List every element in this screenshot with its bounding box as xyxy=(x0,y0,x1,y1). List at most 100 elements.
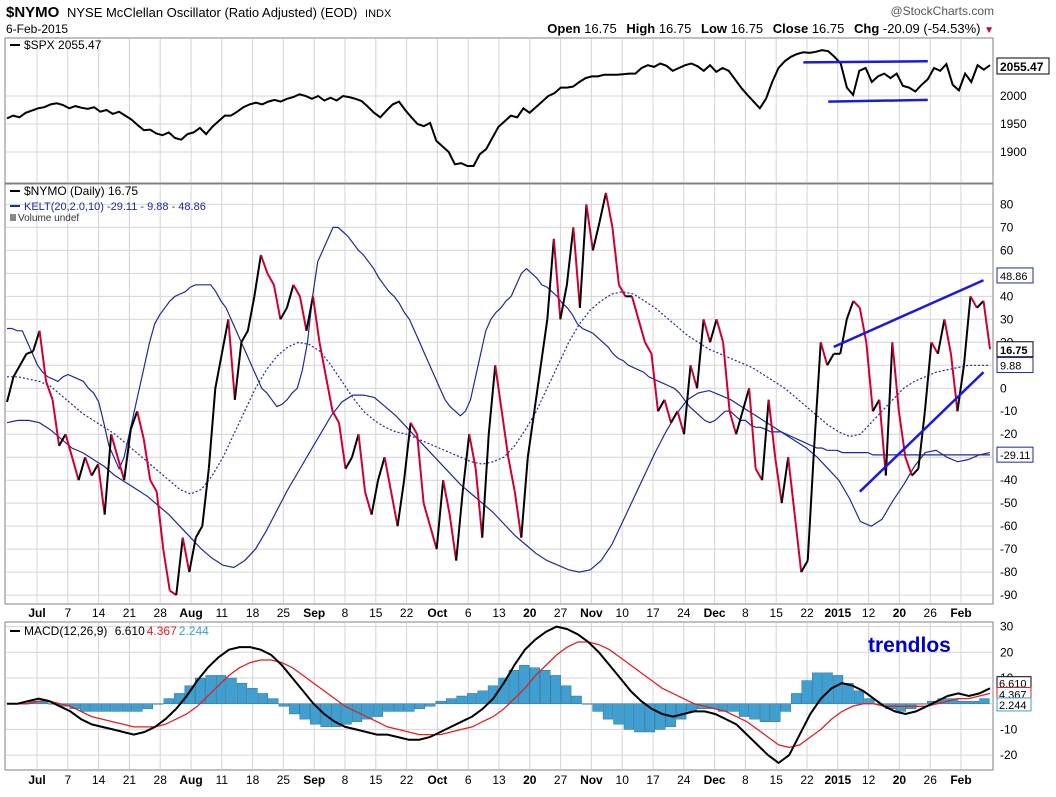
nymo-x-tick-label: 28 xyxy=(154,606,168,620)
spx-panel: 1900 1950 2000 $SPX 2055.47 2055.47 xyxy=(4,37,1050,184)
nymo-segment xyxy=(696,319,705,389)
macd-legend: MACD(12,26,9) 6.610 4.367 2.244 xyxy=(10,624,209,638)
macd-x-tick-label: 8 xyxy=(342,773,349,787)
macd-histogram-bar xyxy=(435,700,446,704)
nymo-tick-label: -70 xyxy=(1000,542,1018,556)
nymo-segment xyxy=(305,296,314,331)
nymo-segment xyxy=(292,284,301,297)
nymo-segment xyxy=(969,295,978,309)
macd-x-tick-label: Aug xyxy=(179,773,202,787)
macd-histogram-bar xyxy=(226,677,237,704)
nymo-x-tick-label: 25 xyxy=(277,606,291,620)
macd-histogram-bar xyxy=(404,703,415,712)
nymo-segment xyxy=(839,319,848,354)
macd-histogram-bar xyxy=(446,698,457,704)
nymo-segment xyxy=(64,433,74,458)
macd-histogram-bar xyxy=(634,703,645,733)
nymo-segment xyxy=(84,456,93,476)
nymo-tick-label: -50 xyxy=(1000,496,1018,510)
nymo-segment xyxy=(19,353,28,366)
nymo-x-tick-label: 6 xyxy=(465,606,472,620)
macd-histogram-bar xyxy=(968,700,980,704)
nymo-x-tick-label: 15 xyxy=(369,606,383,620)
nymo-segment xyxy=(865,342,874,412)
nymo-segment xyxy=(253,254,262,297)
macd-legend-label: MACD(12,26,9) xyxy=(24,624,107,638)
nymo-value-box xyxy=(996,341,1034,358)
nymo-segment xyxy=(507,457,516,492)
nymo-segment xyxy=(110,433,119,458)
nymo-x-tick-label: 17 xyxy=(646,606,660,620)
macd-histogram xyxy=(6,664,990,733)
nymo-segment xyxy=(565,227,575,285)
macd-histogram-bar xyxy=(561,685,572,704)
nymo-segment xyxy=(644,341,653,355)
chart-description: NYSE McClellan Oscillator (Ratio Adjuste… xyxy=(66,5,358,20)
keltner-upper-line xyxy=(7,226,990,471)
macd-histogram-bar xyxy=(341,703,352,725)
nymo-segment xyxy=(246,296,256,331)
nymo-segment xyxy=(546,238,555,320)
macd-line xyxy=(7,625,991,765)
macd-x-tick-label: Feb xyxy=(950,773,971,787)
nymo-tick-label: 40 xyxy=(1000,289,1014,303)
nymo-tick-label: 60 xyxy=(1000,243,1014,257)
nymo-segment xyxy=(559,284,568,320)
nymo-segment xyxy=(891,342,900,412)
spx-legend-text: $SPX 2055.47 xyxy=(24,38,102,52)
nymo-x-tick-label: 11 xyxy=(216,606,229,620)
nymo-segment xyxy=(748,388,757,469)
chart-date: 6-Feb-2015 xyxy=(6,22,69,36)
nymo-segment xyxy=(904,456,913,476)
nymo-segment xyxy=(585,204,594,251)
macd-signal-line xyxy=(7,641,991,749)
nymo-segment xyxy=(943,319,952,354)
macd-x-tick-label: 22 xyxy=(800,773,814,787)
nymo-x-tick-label: 20 xyxy=(523,606,537,620)
nymo-segment xyxy=(6,376,15,403)
nymo-segment xyxy=(409,422,418,435)
macd-histogram-bar xyxy=(644,703,655,733)
nymo-segment xyxy=(722,342,731,412)
macd-histogram-bar xyxy=(330,703,342,728)
nymo-segment xyxy=(351,433,360,458)
spx-trendline xyxy=(803,60,928,64)
macd-histogram-bar xyxy=(738,703,750,717)
macd-histogram-bar xyxy=(393,703,404,712)
nymo-segment xyxy=(663,399,672,424)
macd-histogram-bar xyxy=(958,700,969,704)
nymo-x-tick-label: Sep xyxy=(303,606,325,620)
nymo-tick-label: -40 xyxy=(1000,473,1018,487)
spx-last-value-box: 2055.47 xyxy=(996,57,1050,75)
stockcharts-brand[interactable]: @StockCharts.com xyxy=(890,4,994,18)
close-value: 16.75 xyxy=(811,21,845,36)
nymo-x-tick-label: 20 xyxy=(893,606,907,620)
macd-x-tick-label: 25 xyxy=(277,773,291,787)
nymo-segment xyxy=(311,296,321,343)
macd-histogram-bar xyxy=(519,664,530,704)
nymo-segment xyxy=(344,456,353,470)
nymo-panel: -90-80-70-60-50-40-30-20-100102030405060… xyxy=(4,183,1034,620)
macd-x-tick-label: 8 xyxy=(742,773,749,787)
macd-legend-hist: 2.244 xyxy=(179,624,209,638)
macd-histogram-bar xyxy=(80,703,91,712)
macd-histogram-bar xyxy=(383,703,394,712)
nymo-segment xyxy=(338,422,347,469)
low-label: Low xyxy=(701,21,727,36)
macd-x-tick-label: 2015 xyxy=(824,773,851,787)
nymo-segment xyxy=(858,307,868,343)
nymo-segment xyxy=(578,204,588,308)
nymo-segment xyxy=(670,410,679,424)
macd-histogram-bar xyxy=(728,703,739,712)
macd-histogram-bar xyxy=(843,682,854,704)
nymo-segment xyxy=(266,272,275,286)
macd-histogram-bar xyxy=(153,703,164,705)
nymo-segment xyxy=(956,365,965,412)
nymo-x-tick-label: 27 xyxy=(554,606,568,620)
macd-histogram-bar xyxy=(623,703,635,730)
nymo-segment xyxy=(422,502,432,527)
high-label: High xyxy=(626,21,656,36)
nymo-tick-label: 70 xyxy=(1000,220,1014,234)
nymo-x-tick-label: 26 xyxy=(924,606,938,620)
macd-histogram-bar xyxy=(529,667,540,704)
